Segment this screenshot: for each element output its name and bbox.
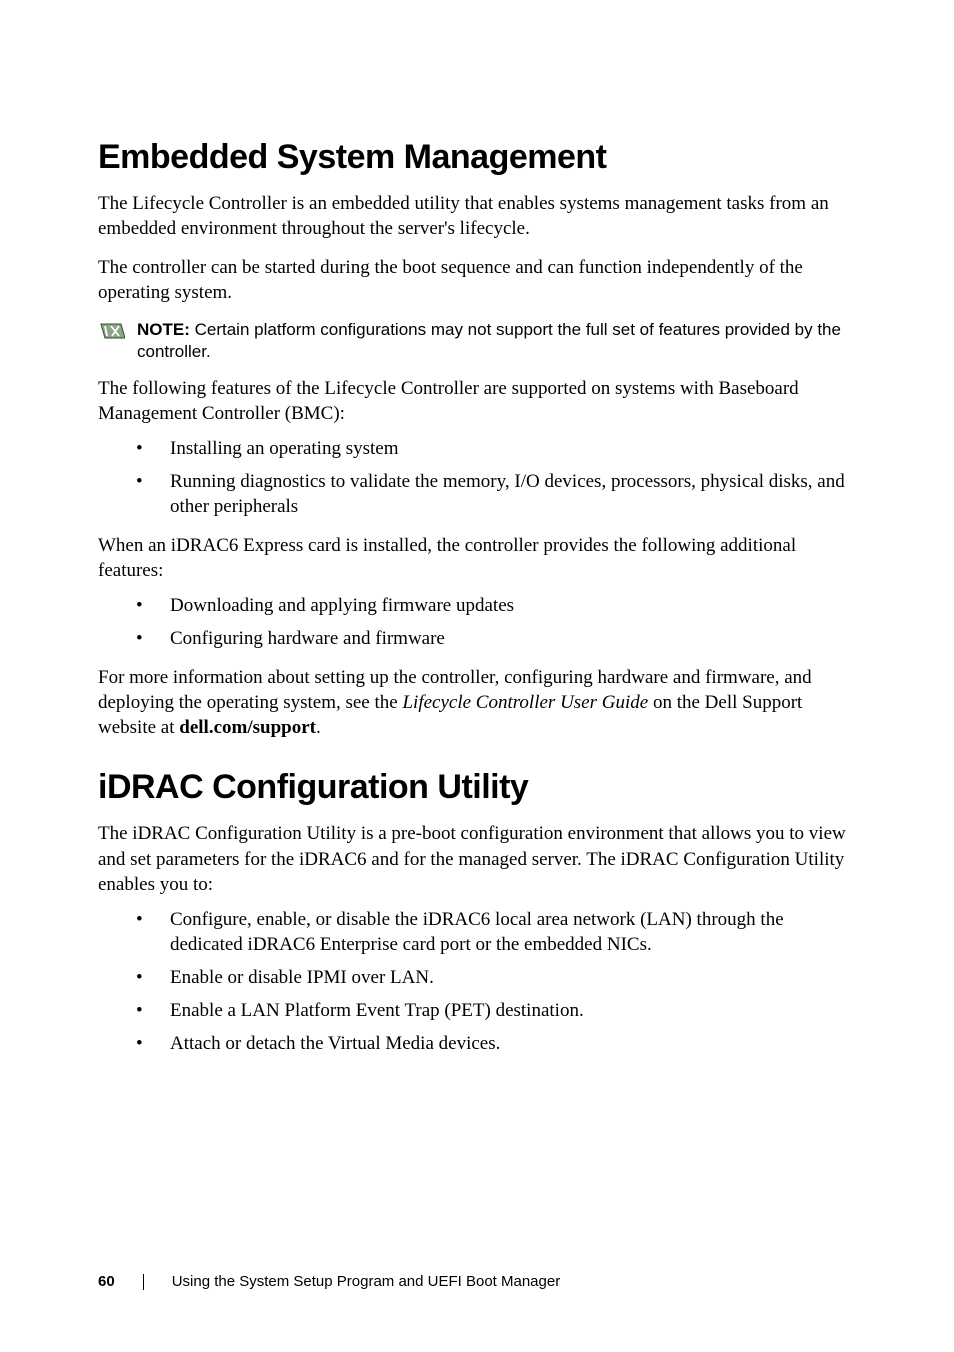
list-item: Configure, enable, or disable the iDRAC6… [98, 907, 856, 957]
body-paragraph: When an iDRAC6 Express card is installed… [98, 533, 856, 583]
page-number: 60 [98, 1273, 115, 1290]
body-paragraph: The following features of the Lifecycle … [98, 376, 856, 426]
note-label: NOTE: [137, 320, 190, 339]
body-paragraph: The iDRAC Configuration Utility is a pre… [98, 821, 856, 896]
section-heading-embedded: Embedded System Management [98, 138, 856, 177]
bullet-list: Installing an operating system Running d… [98, 436, 856, 519]
note-block: NOTE: Certain platform configurations ma… [98, 319, 856, 363]
list-item: Enable a LAN Platform Event Trap (PET) d… [98, 998, 856, 1023]
list-item: Configuring hardware and firmware [98, 626, 856, 651]
note-body: Certain platform configurations may not … [137, 320, 841, 361]
list-item: Enable or disable IPMI over LAN. [98, 965, 856, 990]
bullet-list: Configure, enable, or disable the iDRAC6… [98, 907, 856, 1056]
para-text: . [316, 717, 321, 738]
page-footer: 60 Using the System Setup Program and UE… [98, 1273, 560, 1290]
section-heading-idrac: iDRAC Configuration Utility [98, 768, 856, 807]
url-bold: dell.com/support [179, 717, 316, 738]
note-text: NOTE: Certain platform configurations ma… [137, 319, 856, 363]
list-item: Downloading and applying firmware update… [98, 593, 856, 618]
bullet-list: Downloading and applying firmware update… [98, 593, 856, 651]
doc-title-italic: Lifecycle Controller User Guide [402, 692, 648, 713]
chapter-title: Using the System Setup Program and UEFI … [172, 1273, 561, 1290]
list-item: Installing an operating system [98, 436, 856, 461]
body-paragraph: The Lifecycle Controller is an embedded … [98, 191, 856, 241]
body-paragraph: The controller can be started during the… [98, 255, 856, 305]
list-item: Attach or detach the Virtual Media devic… [98, 1031, 856, 1056]
footer-separator [143, 1274, 144, 1290]
note-icon [99, 320, 125, 342]
list-item: Running diagnostics to validate the memo… [98, 469, 856, 519]
body-paragraph: For more information about setting up th… [98, 665, 856, 740]
